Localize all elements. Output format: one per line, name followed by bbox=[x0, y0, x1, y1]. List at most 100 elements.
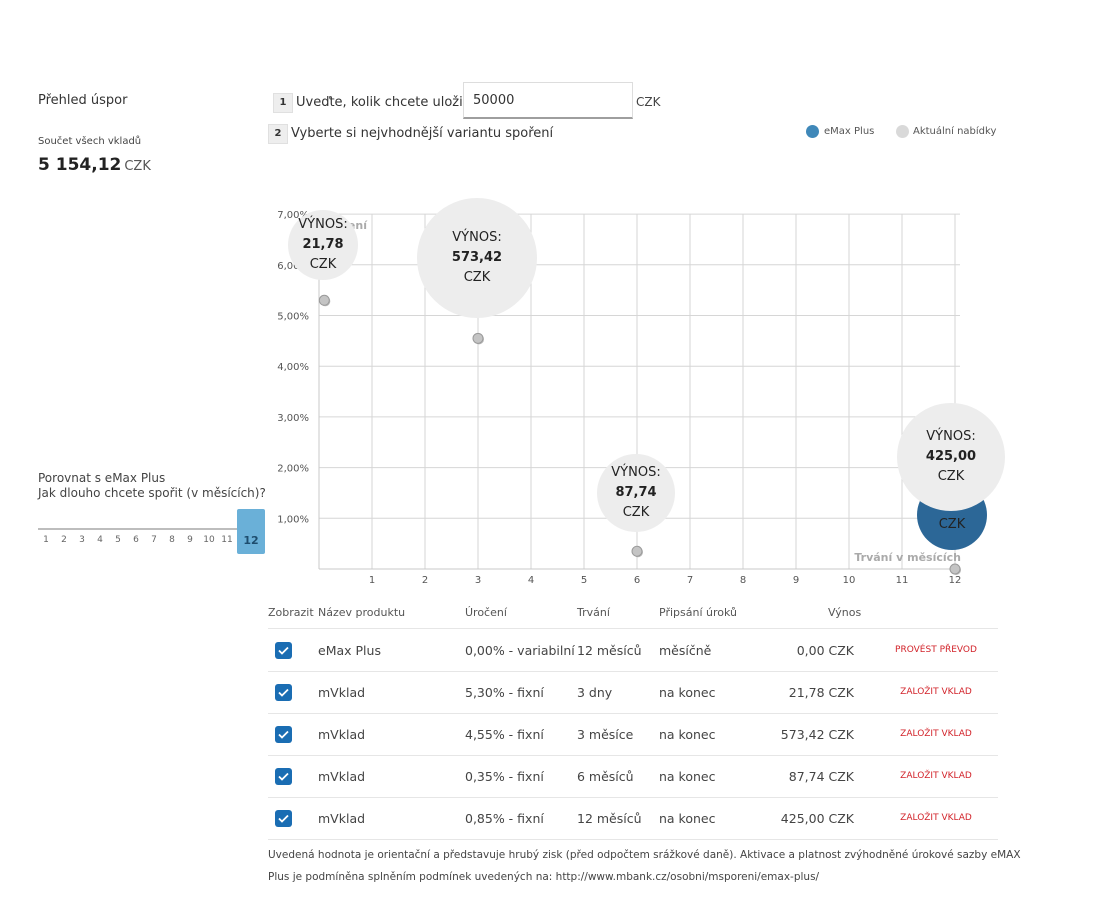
month-tick[interactable]: 1 bbox=[43, 535, 49, 545]
month-tick[interactable]: 7 bbox=[151, 535, 157, 545]
product-rate: 0,35% - fixní bbox=[465, 769, 544, 784]
current-offers-legend-marker bbox=[896, 125, 909, 138]
current-offers-legend-label[interactable]: Aktuální nabídky bbox=[913, 126, 997, 137]
sum-label: Součet všech vkladů bbox=[38, 136, 142, 147]
sum-value: 5 154,12 CZK bbox=[38, 155, 151, 175]
product-action-link[interactable]: ZALOŽIT VKLAD bbox=[900, 813, 972, 823]
bubble-label: VÝNOS: bbox=[611, 465, 661, 480]
show-checkbox[interactable] bbox=[275, 642, 292, 659]
col-header-show: Zobrazit bbox=[268, 606, 314, 619]
step-2-label: Vyberte si nejvhodnější variantu spoření bbox=[291, 126, 554, 141]
bubble-value: 21,78 bbox=[302, 237, 344, 252]
data-point bbox=[949, 563, 961, 575]
product-name: mVklad bbox=[318, 769, 366, 784]
product-rate: 0,00% - variabilní bbox=[465, 643, 575, 658]
emax-legend-label[interactable]: eMax Plus bbox=[824, 126, 875, 137]
amount-currency: CZK bbox=[636, 95, 661, 109]
x-tick-label: 4 bbox=[528, 575, 534, 586]
yield-bubble-1[interactable]: VÝNOS: 21,78 CZK bbox=[288, 210, 358, 280]
col-header-interest: Připsání úroků bbox=[659, 606, 737, 619]
compare-heading: Porovnat s eMax Plus bbox=[38, 471, 166, 485]
month-tick[interactable]: 6 bbox=[133, 535, 139, 545]
bubble-label: VÝNOS: bbox=[926, 429, 976, 444]
bubble-label: VÝNOS: bbox=[298, 217, 348, 232]
month-tick[interactable]: 11 bbox=[221, 535, 233, 545]
bubble-value: 573,42 bbox=[451, 250, 503, 265]
month-tick[interactable]: 5 bbox=[115, 535, 121, 545]
months-slider-track[interactable] bbox=[38, 528, 238, 530]
product-action-link[interactable]: ZALOŽIT VKLAD bbox=[900, 687, 972, 697]
month-tick[interactable]: 8 bbox=[169, 535, 175, 545]
product-interest: měsíčně bbox=[659, 643, 712, 658]
emax-legend-marker bbox=[806, 125, 819, 138]
product-rate: 4,55% - fixní bbox=[465, 727, 544, 742]
step-2-badge: 2 bbox=[268, 124, 288, 144]
y-tick-label: 2,00% bbox=[277, 464, 309, 475]
product-duration: 3 dny bbox=[577, 685, 613, 700]
y-tick-label: 5,00% bbox=[277, 312, 309, 323]
checkmark-icon bbox=[278, 814, 289, 823]
show-checkbox[interactable] bbox=[275, 726, 292, 743]
product-action-link[interactable]: ZALOŽIT VKLAD bbox=[900, 771, 972, 781]
month-tick[interactable]: 3 bbox=[79, 535, 85, 545]
data-point bbox=[318, 294, 330, 306]
x-tick-label: 2 bbox=[422, 575, 428, 586]
bubble-currency: CZK bbox=[309, 257, 337, 272]
amount-input[interactable] bbox=[463, 82, 633, 119]
col-header-duration: Trvání bbox=[577, 606, 610, 619]
product-name: mVklad bbox=[318, 685, 366, 700]
x-tick-label: 9 bbox=[793, 575, 799, 586]
months-slider-handle[interactable]: 12 bbox=[237, 509, 265, 554]
month-tick[interactable]: 2 bbox=[61, 535, 67, 545]
product-rate: 5,30% - fixní bbox=[465, 685, 544, 700]
selected-month: 12 bbox=[243, 534, 259, 547]
yield-bubble-3[interactable]: VÝNOS: 87,74 CZK bbox=[597, 454, 675, 532]
month-tick[interactable]: 10 bbox=[203, 535, 215, 545]
product-interest: na konec bbox=[659, 727, 716, 742]
product-interest: na konec bbox=[659, 811, 716, 826]
product-duration: 3 měsíce bbox=[577, 727, 634, 742]
sum-currency: CZK bbox=[124, 159, 151, 174]
y-tick-label: 3,00% bbox=[277, 413, 309, 424]
product-interest: na konec bbox=[659, 769, 716, 784]
x-tick-label: 1 bbox=[369, 575, 375, 586]
x-tick-label: 10 bbox=[843, 575, 856, 586]
show-checkbox[interactable] bbox=[275, 810, 292, 827]
data-point bbox=[472, 332, 484, 344]
yield-bubble-2[interactable]: VÝNOS: 573,42 CZK bbox=[417, 198, 537, 318]
row-divider bbox=[268, 713, 998, 714]
bubble-label: VÝNOS: bbox=[452, 230, 502, 245]
overview-title: Přehled úspor bbox=[38, 93, 128, 108]
show-checkbox[interactable] bbox=[275, 684, 292, 701]
yield-bubble-4[interactable]: VÝNOS: 425,00 CZK bbox=[897, 403, 1005, 511]
show-checkbox[interactable] bbox=[275, 768, 292, 785]
product-action-link[interactable]: ZALOŽIT VKLAD bbox=[900, 729, 972, 739]
product-name: mVklad bbox=[318, 727, 366, 742]
product-duration: 12 měsíců bbox=[577, 643, 642, 658]
step-1-label: Uveďte, kolik chcete uložit bbox=[296, 95, 468, 110]
x-tick-label: 12 bbox=[949, 575, 962, 586]
product-yield: 425,00 CZK bbox=[780, 811, 854, 826]
col-header-product: Název produktu bbox=[318, 606, 406, 619]
product-action-link[interactable]: PROVÉST PŘEVOD bbox=[895, 645, 977, 655]
sum-amount: 5 154,12 bbox=[38, 155, 122, 175]
product-yield: 573,42 CZK bbox=[780, 727, 854, 742]
bubble-currency: CZK bbox=[463, 270, 491, 285]
checkmark-icon bbox=[278, 688, 289, 697]
x-tick-label: 11 bbox=[896, 575, 909, 586]
row-divider bbox=[268, 671, 998, 672]
checkmark-icon bbox=[278, 730, 289, 739]
y-tick-label: 7,00% bbox=[277, 210, 309, 221]
month-tick[interactable]: 9 bbox=[187, 535, 193, 545]
y-tick-label: 4,00% bbox=[277, 362, 309, 373]
row-divider bbox=[268, 628, 998, 629]
product-name: mVklad bbox=[318, 811, 366, 826]
bubble-currency: CZK bbox=[622, 505, 650, 520]
row-divider bbox=[268, 839, 998, 840]
bubble-value: 87,74 bbox=[615, 485, 657, 500]
x-axis-title: Trvání v měsících bbox=[854, 551, 961, 564]
month-tick[interactable]: 4 bbox=[97, 535, 103, 545]
product-rate: 0,85% - fixní bbox=[465, 811, 544, 826]
row-divider bbox=[268, 755, 998, 756]
checkmark-icon bbox=[278, 772, 289, 781]
